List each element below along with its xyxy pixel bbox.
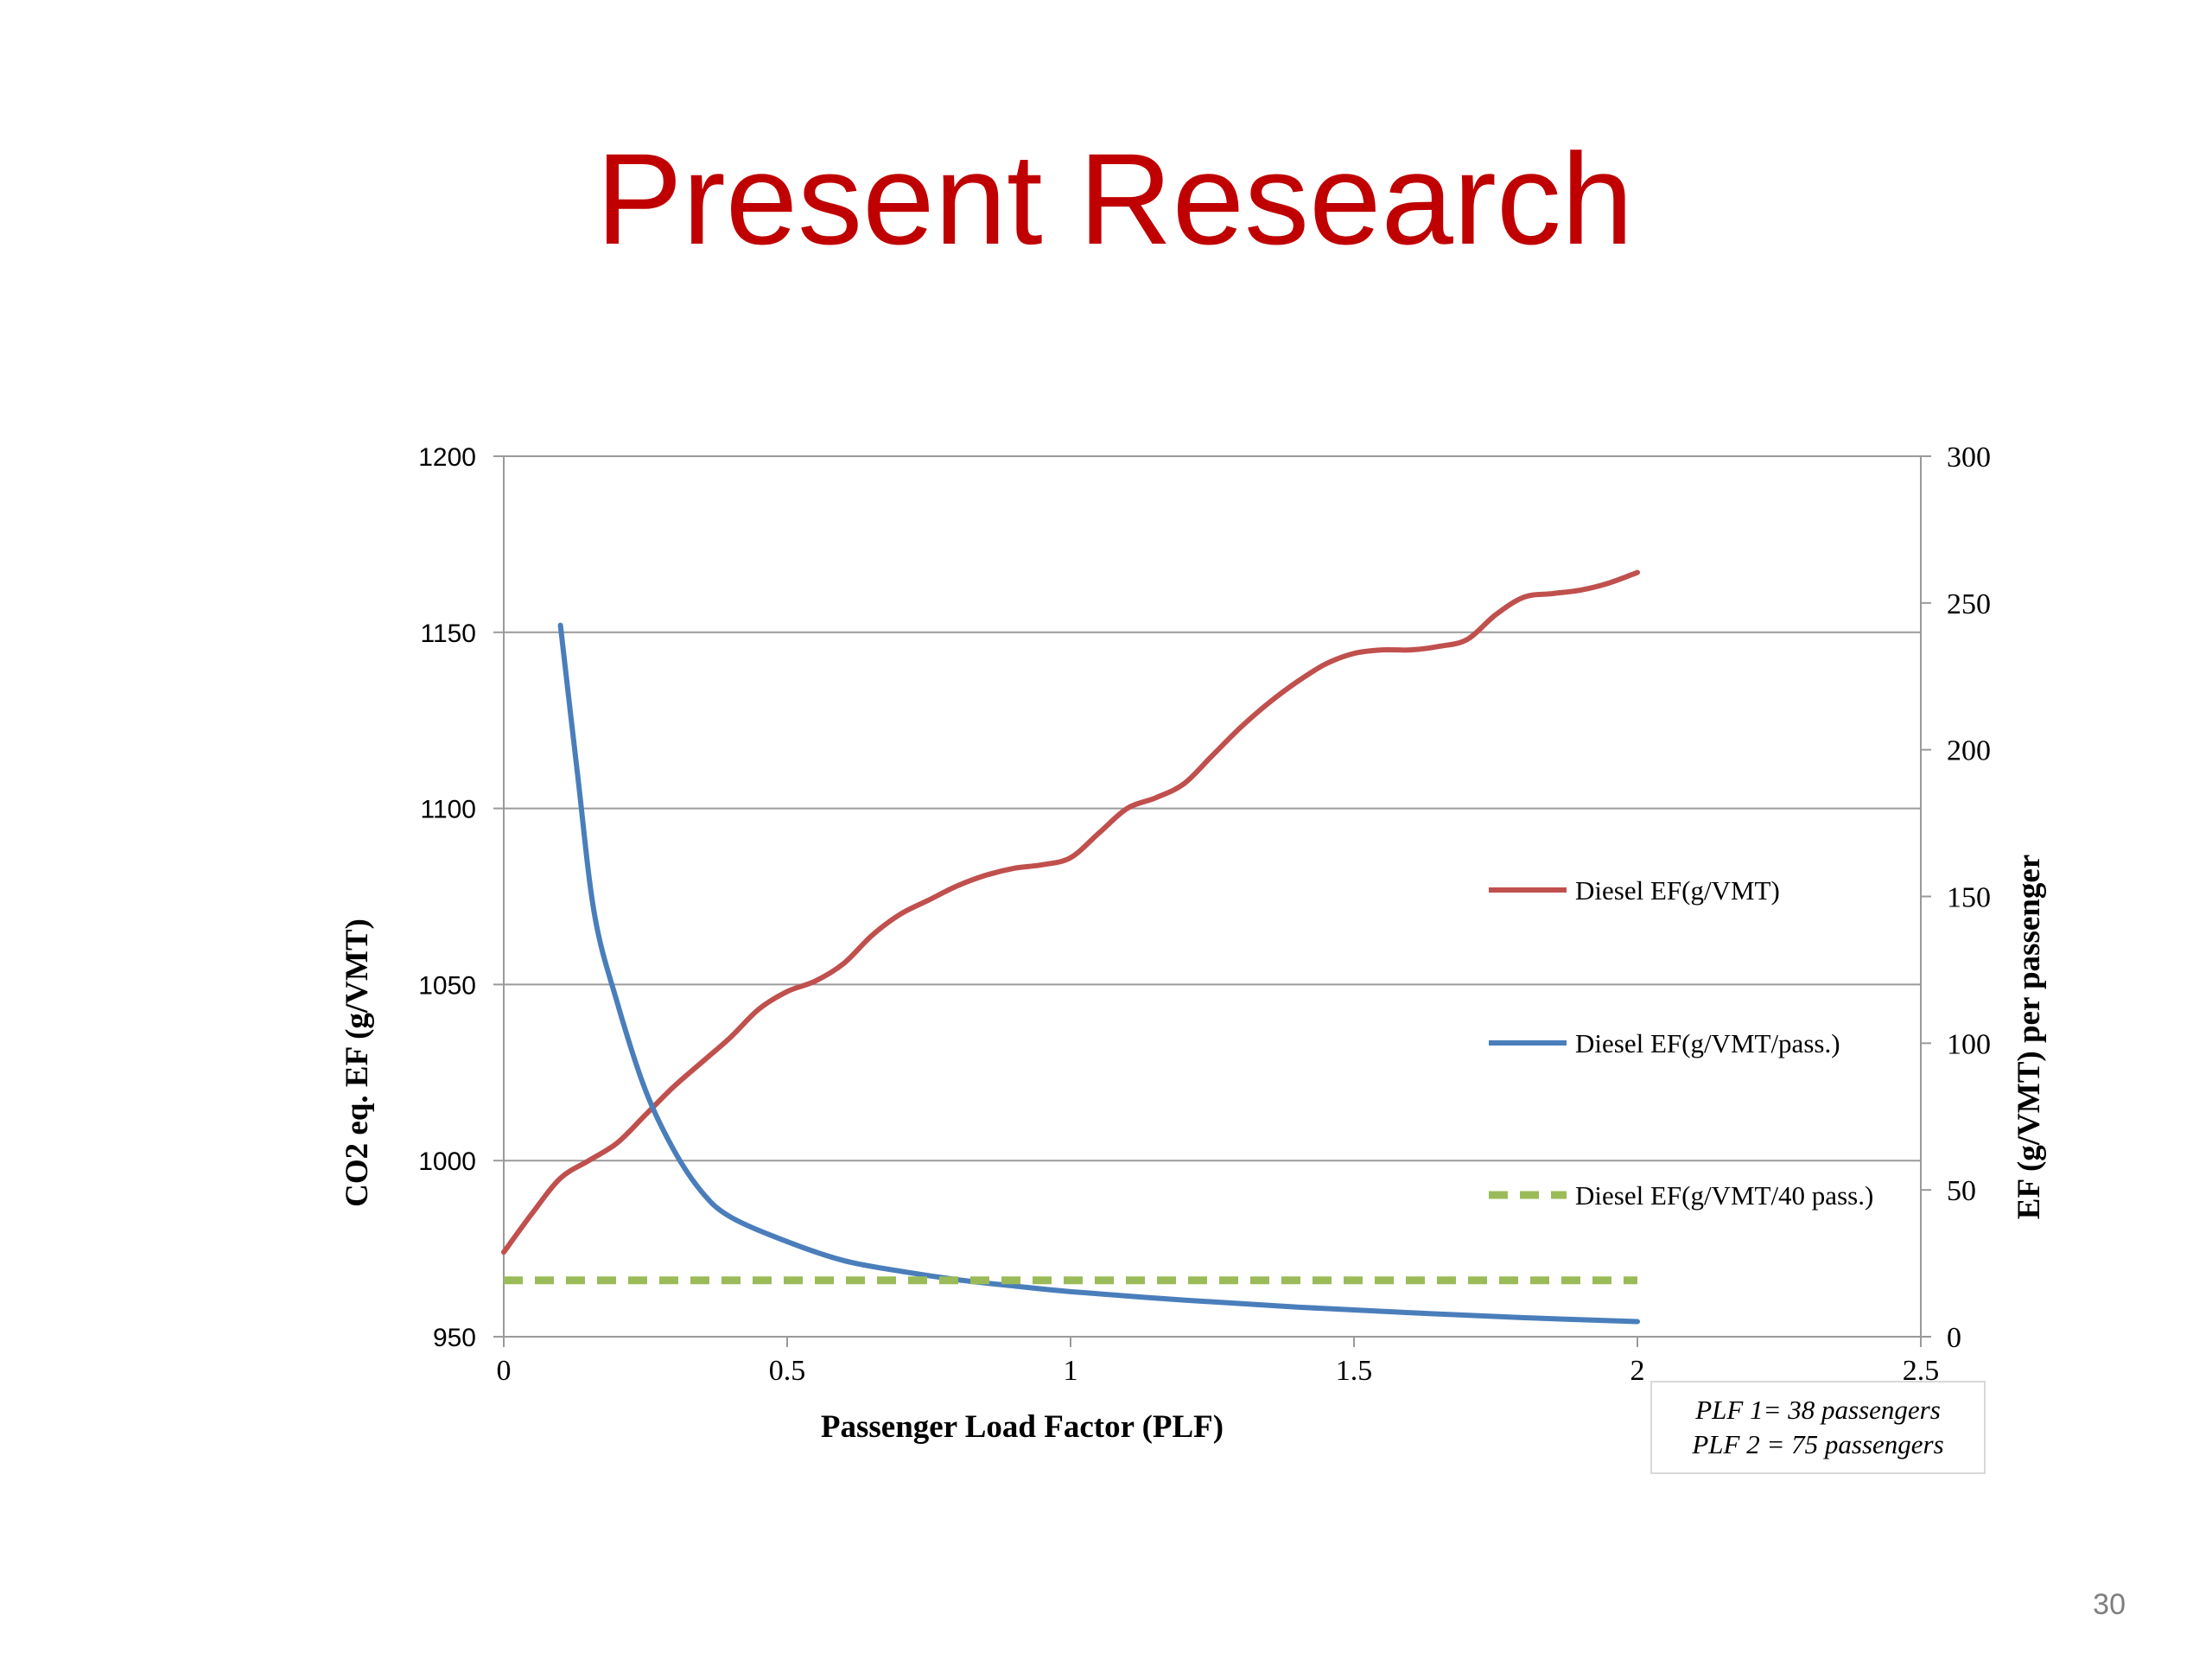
axes (493, 455, 1931, 1347)
y-tick-label: 1100 (420, 796, 476, 824)
legend-label-2: Diesel EF(g/VMT/pass.) (1575, 1028, 1840, 1058)
y2-tick-label: 50 (1947, 1175, 1976, 1207)
series-lines (501, 569, 1640, 1325)
x-tick-label: 0.5 (769, 1355, 806, 1387)
legend-label-3: Diesel EF(g/VMT/40 pass.) (1575, 1180, 1873, 1211)
legend: Diesel EF(g/VMT) Diesel EF(g/VMT/pass.) Di… (1489, 875, 1873, 1211)
y2-tick-label: 250 (1947, 588, 1991, 620)
y2-tick-label: 0 (1947, 1322, 1961, 1354)
x-tick-label: 0 (497, 1355, 512, 1387)
y-axis-title: CO2 eq. EF (g/VMT) (340, 918, 375, 1207)
page-number: 30 (2093, 1588, 2126, 1621)
plf-note-line-2: PLF 2 = 75 passengers (1692, 1429, 1944, 1459)
x-tick-label: 1.5 (1336, 1355, 1373, 1387)
legend-label-1: Diesel EF(g/VMT) (1575, 875, 1780, 906)
series-line-2 (557, 622, 1640, 1325)
y-tick-label: 1200 (418, 443, 476, 472)
y-tick-label: 950 (433, 1324, 476, 1352)
y-tick-label: 1150 (420, 620, 476, 648)
tick-labels: 950 1000 1050 1100 1150 1200 0 50 100 150 200 250 30… (418, 442, 1991, 1387)
y-tick-label: 1050 (418, 971, 476, 1000)
x-axis-title: Passenger Load Factor (PLF) (821, 1409, 1224, 1445)
y2-tick-label: 100 (1947, 1028, 1991, 1060)
x-tick-label: 1 (1064, 1355, 1078, 1387)
y2-tick-label: 200 (1947, 735, 1991, 767)
y2-axis-title: EF (g/VMT) per passenger (2012, 855, 2047, 1219)
y2-tick-label: 300 (1947, 442, 1991, 474)
plf-note-line-1: PLF 1= 38 passengers (1695, 1395, 1941, 1425)
series-line-1 (501, 569, 1640, 1255)
slide-title: Present Research (595, 126, 1634, 271)
y-tick-label: 1000 (418, 1147, 476, 1176)
x-tick-label: 2 (1630, 1355, 1645, 1387)
y2-tick-label: 150 (1947, 882, 1991, 914)
plf-note-box: PLF 1= 38 passengers PLF 2 = 75 passenge… (1650, 1381, 1986, 1474)
